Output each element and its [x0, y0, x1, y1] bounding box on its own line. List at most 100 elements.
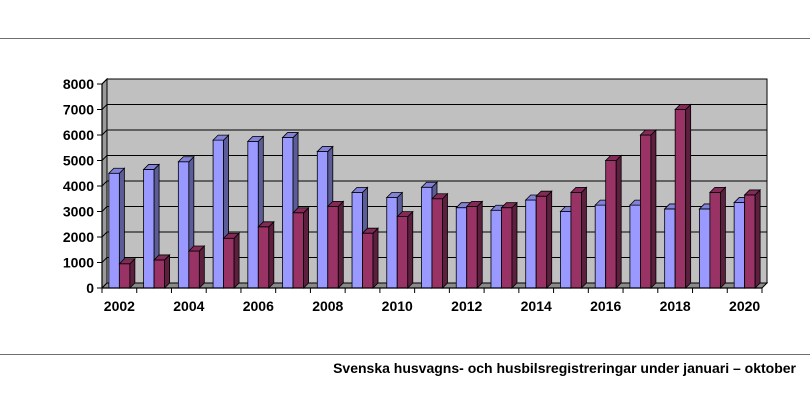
- x-tick-label: 2010: [382, 298, 413, 314]
- bar-top: [257, 221, 275, 228]
- x-tick-label: 2016: [590, 298, 621, 314]
- bar-front: [143, 169, 155, 289]
- bar-side: [650, 129, 657, 289]
- bar-front: [118, 263, 131, 289]
- x-tick-label: 2006: [243, 298, 274, 314]
- x-tick-label: 2002: [104, 298, 135, 314]
- bar-top: [326, 200, 345, 207]
- bar-top: [118, 258, 136, 265]
- bar: [396, 210, 414, 289]
- bar-front: [744, 194, 756, 289]
- bar-front: [316, 151, 329, 289]
- bar-front: [605, 160, 617, 289]
- bar: [292, 206, 310, 289]
- bar-side: [754, 188, 761, 289]
- y-tick-label: 3000: [63, 204, 94, 220]
- axes: [97, 83, 763, 293]
- x-tick-label: 2020: [729, 298, 760, 314]
- bar-top: [420, 181, 438, 188]
- bar-front: [525, 199, 537, 289]
- bar-front: [421, 186, 433, 289]
- bar: [604, 154, 623, 289]
- bar-side: [511, 201, 518, 289]
- bar-top: [351, 186, 369, 193]
- bar-front: [351, 191, 363, 289]
- bar-front: [212, 139, 224, 289]
- bar-top: [246, 135, 265, 142]
- bar-top: [385, 192, 404, 198]
- bar-front: [153, 259, 166, 289]
- bar-top: [569, 186, 588, 193]
- bar-front: [327, 205, 339, 289]
- bar-top: [639, 129, 657, 136]
- bar-top: [281, 132, 300, 138]
- bar-front: [177, 161, 190, 289]
- bar-side: [268, 220, 275, 289]
- bar-top: [361, 227, 379, 234]
- bar-top: [292, 207, 310, 214]
- bar-side: [372, 227, 379, 289]
- bar: [118, 257, 136, 289]
- bar-top: [396, 211, 414, 218]
- bar-front: [466, 205, 478, 289]
- gridline: [101, 180, 767, 187]
- y-tick-label: 5000: [63, 153, 94, 169]
- bar: [257, 220, 275, 289]
- chart-caption: Svenska husvagns- och husbilsregistrerin…: [333, 360, 796, 376]
- bar-front: [396, 216, 409, 289]
- y-tick-label: 0: [86, 280, 94, 296]
- bar-top: [177, 156, 195, 163]
- bar-front: [431, 198, 443, 289]
- bar-side: [303, 206, 309, 289]
- bar-front: [664, 208, 676, 289]
- bar-side: [685, 103, 692, 289]
- bar-top: [465, 200, 484, 207]
- bar: [743, 188, 762, 289]
- bar: [708, 186, 727, 289]
- bar-front: [640, 134, 652, 289]
- bar-side: [719, 186, 726, 289]
- y-tick-label: 7000: [63, 102, 94, 118]
- bar-side: [581, 186, 587, 289]
- bar-front: [282, 137, 294, 289]
- bar: [674, 103, 692, 289]
- bar-side: [407, 210, 414, 289]
- bar-chart: 0 1000 2000 3000 4000 5000 6000 7000 8000 2002 200…: [63, 76, 769, 314]
- top-rule: [0, 38, 810, 39]
- bar-front: [629, 204, 641, 289]
- y-tick-label: 8000: [63, 76, 94, 92]
- bar: [569, 186, 588, 289]
- bar-front: [223, 237, 235, 289]
- bar-front: [490, 209, 502, 289]
- bar-top: [500, 202, 518, 209]
- bottom-rule: [0, 354, 810, 355]
- bar-top: [107, 167, 126, 174]
- bar-top: [316, 146, 334, 152]
- bar: [222, 232, 241, 289]
- x-tick-label: 2004: [173, 298, 204, 314]
- bar-front: [188, 250, 200, 289]
- bar-front: [257, 226, 270, 289]
- y-tick-label: 2000: [63, 229, 94, 245]
- bar-front: [247, 140, 259, 289]
- bar-front: [594, 204, 607, 289]
- x-tick-label: 2018: [660, 298, 691, 314]
- gridline: [101, 129, 767, 136]
- bar-side: [546, 190, 553, 289]
- bar: [465, 200, 484, 289]
- bar: [639, 129, 657, 289]
- bar-front: [501, 207, 513, 289]
- gridline: [101, 104, 767, 110]
- tick-labels: 0 1000 2000 3000 4000 5000 6000 7000 8000 2002 200…: [63, 76, 761, 314]
- x-tick-label: 2014: [521, 298, 552, 314]
- bar-top: [708, 186, 727, 193]
- bars: [107, 103, 762, 289]
- y-tick-label: 6000: [63, 127, 94, 143]
- y-tick-label: 4000: [63, 178, 94, 194]
- bar: [153, 253, 171, 289]
- y-tick-label: 1000: [63, 255, 94, 271]
- bar-top: [535, 190, 553, 197]
- bar-top: [142, 164, 161, 170]
- bar-front: [733, 202, 746, 289]
- bar-front: [455, 207, 468, 289]
